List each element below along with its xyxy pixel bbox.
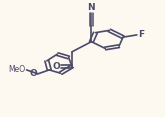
Text: N: N bbox=[88, 3, 95, 12]
Text: O: O bbox=[29, 69, 37, 78]
Text: F: F bbox=[138, 30, 144, 39]
Text: O: O bbox=[52, 62, 60, 71]
Text: MeO: MeO bbox=[9, 65, 26, 74]
